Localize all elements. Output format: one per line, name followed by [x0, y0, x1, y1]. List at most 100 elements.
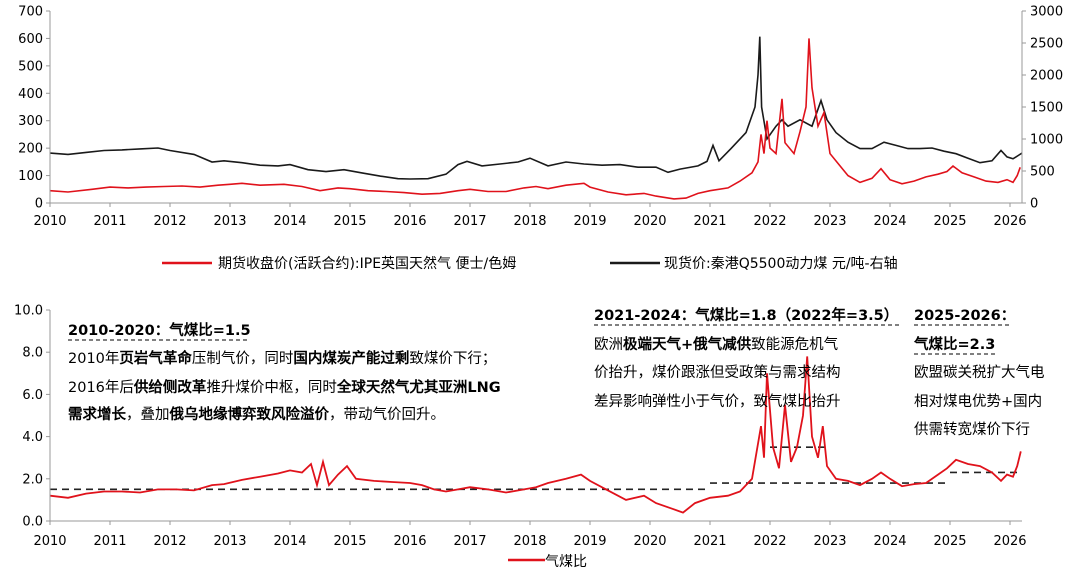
top-chart: 0 100 200 300 400 500 600 700 0 500 1000 1500 2000 2… [18, 5, 1063, 230]
y2-tick-label: 1000 [1030, 133, 1063, 148]
x-tick-label: 2021 [693, 534, 726, 549]
x-tick-label: 2015 [333, 534, 366, 549]
x-tick-label: 2023 [813, 214, 846, 229]
annotation-title: 2021-2024：气煤比=1.8（2022年=3.5） [594, 306, 898, 324]
y-tick-label: 0 [35, 197, 43, 212]
x-tick-label: 2017 [453, 534, 486, 549]
x-tick-label: 2010 [33, 214, 66, 229]
x-tick-label: 2011 [93, 214, 126, 229]
y2-tick-label: 0 [1030, 197, 1038, 212]
x-tick-label: 2026 [993, 214, 1026, 229]
legend-coal-label: 现货价:秦港Q5500动力煤 元/吨-右轴 [664, 255, 898, 272]
annotation-text-run: 欧洲 [594, 336, 623, 353]
annotation-title: 2010-2020：气煤比=1.5 [68, 321, 251, 339]
y2-tick-label: 3000 [1030, 5, 1063, 20]
annotation-2010-2020: 2010-2020：气煤比=1.5 2010年页岩气革命压制气价，同时国内煤炭产… [68, 321, 501, 423]
y-tick-label: 600 [18, 32, 43, 47]
x-tick-label: 2016 [393, 214, 426, 229]
x-tick-label: 2014 [273, 534, 306, 549]
annotation-subtitle: 气煤比=2.3 [913, 335, 995, 353]
x-tick-label: 2020 [633, 534, 666, 549]
annotation-text-run: 页岩气革命 [119, 349, 192, 367]
annotation-text-run: ，带动气价回升。 [329, 406, 445, 423]
gas-price-line [49, 38, 1021, 200]
annotation-text-run: 全球天然气尤其亚洲LNG [336, 378, 501, 396]
y2-tick-label: 2500 [1030, 37, 1063, 52]
legend-gas-label: 期货收盘价(活跃合约):IPE英国天然气 便士/色姆 [218, 255, 516, 272]
x-tick-label: 2021 [693, 214, 726, 229]
annotation-text-run: 需求增长 [68, 405, 126, 423]
x-tick-label: 2026 [993, 534, 1026, 549]
annotation-text-run: 2010年 [68, 350, 119, 367]
y-tick-label: 10.0 [14, 304, 43, 319]
y-tick-label: 700 [18, 5, 43, 20]
x-tick-label: 2018 [513, 534, 546, 549]
y-tick-label: 300 [18, 114, 43, 129]
annotation-text-run: 致能源危机气 [751, 336, 838, 353]
x-tick-label: 2024 [873, 534, 906, 549]
x-tick-label: 2025 [933, 534, 966, 549]
x-tick-label: 2019 [573, 534, 606, 549]
x-tick-label: 2016 [393, 534, 426, 549]
y-tick-label: 400 [18, 87, 43, 102]
y2-tick-label: 1500 [1030, 101, 1063, 116]
x-tick-label: 2013 [213, 214, 246, 229]
bottom-x-axis: 2010 2011 2012 2013 2014 2015 2016 2017 2018 2019… [33, 521, 1027, 549]
x-tick-label: 2020 [633, 214, 666, 229]
x-tick-label: 2019 [573, 214, 606, 229]
x-tick-label: 2022 [753, 214, 786, 229]
x-tick-label: 2012 [153, 534, 186, 549]
annotation-text-run: ，叠加 [126, 406, 170, 423]
annotation-2025-2026: 2025-2026： 气煤比=2.3 欧盟碳关税扩大气电 相对煤电优势+国内 供… [913, 308, 1045, 438]
x-tick-label: 2025 [933, 214, 966, 229]
y2-tick-label: 2000 [1030, 69, 1063, 84]
y-tick-label: 500 [18, 59, 43, 74]
x-tick-label: 2023 [813, 534, 846, 549]
bottom-legend: 气煤比 [508, 554, 587, 570]
y-tick-label: 6.0 [22, 388, 43, 403]
annotation-text-run: 俄乌地缘博弈致风险溢价 [169, 405, 330, 423]
annotation-line-1: 2010年页岩气革命压制气价，同时国内煤炭产能过剩致煤价下行； [68, 349, 496, 367]
annotation-line-3: 需求增长，叠加俄乌地缘博弈致风险溢价，带动气价回升。 [68, 405, 445, 423]
annotation-line-1: 欧洲极端天气+俄气减供致能源危机气 [594, 335, 838, 353]
y2-tick-label: 500 [1030, 165, 1055, 180]
bottom-chart: 0.0 2.0 4.0 6.0 8.0 10.0 2010 2011 2012 2013 2014… [14, 304, 1027, 550]
gas-coal-ratio-line [49, 356, 1022, 514]
annotation-line-3: 差异影响弹性小于气价，致气煤比抬升 [594, 393, 841, 410]
annotation-text-run: 国内煤炭产能过剩 [293, 349, 409, 367]
x-tick-label: 2024 [873, 214, 906, 229]
x-tick-label: 2012 [153, 214, 186, 229]
annotation-2021-2024: 2021-2024：气煤比=1.8（2022年=3.5） 欧洲极端天气+俄气减供… [594, 306, 900, 410]
annotation-text-run: 推升煤价中枢，同时 [206, 379, 337, 396]
y-tick-label: 0.0 [22, 515, 43, 530]
annotation-line-3: 供需转宽煤价下行 [914, 421, 1030, 438]
y-tick-label: 4.0 [22, 430, 43, 445]
x-tick-label: 2015 [333, 214, 366, 229]
x-tick-label: 2013 [213, 534, 246, 549]
x-tick-label: 2014 [273, 214, 306, 229]
annotation-title: 2025-2026： [914, 308, 1015, 324]
top-right-axis: 0 500 1000 1500 2000 2500 3000 [1022, 5, 1063, 212]
bottom-y-axis: 0.0 2.0 4.0 6.0 8.0 10.0 [14, 304, 50, 530]
y-tick-label: 100 [18, 169, 43, 184]
annotation-text-run: 供给侧改革 [133, 378, 207, 396]
annotation-line-2: 相对煤电优势+国内 [914, 393, 1042, 410]
annotation-text-run: 压制气价，同时 [192, 350, 294, 367]
annotation-text-run: 价抬升，煤价跟涨但受政策与需求结构 [594, 364, 841, 381]
x-tick-label: 2018 [513, 214, 546, 229]
annotation-text-run: 2016年后 [68, 379, 134, 396]
top-x-axis: 2010 2011 2012 2013 2014 2015 2016 2017 2018 2019… [33, 203, 1027, 229]
top-left-axis: 0 100 200 300 400 500 600 700 [18, 5, 50, 212]
x-tick-label: 2011 [93, 534, 126, 549]
y-tick-label: 2.0 [22, 472, 43, 487]
annotation-line-1: 欧盟碳关税扩大气电 [914, 364, 1045, 381]
y-tick-label: 200 [18, 142, 43, 157]
annotation-text-run: 极端天气+俄气减供 [623, 335, 752, 353]
x-tick-label: 2017 [453, 214, 486, 229]
y-tick-label: 8.0 [22, 346, 43, 361]
annotation-line-2: 2016年后供给侧改革推升煤价中枢，同时全球天然气尤其亚洲LNG [68, 378, 501, 396]
reference-lines [50, 446, 1022, 491]
legend-ratio-label: 气煤比 [545, 554, 587, 570]
annotation-text-run: 致煤价下行； [409, 350, 496, 367]
